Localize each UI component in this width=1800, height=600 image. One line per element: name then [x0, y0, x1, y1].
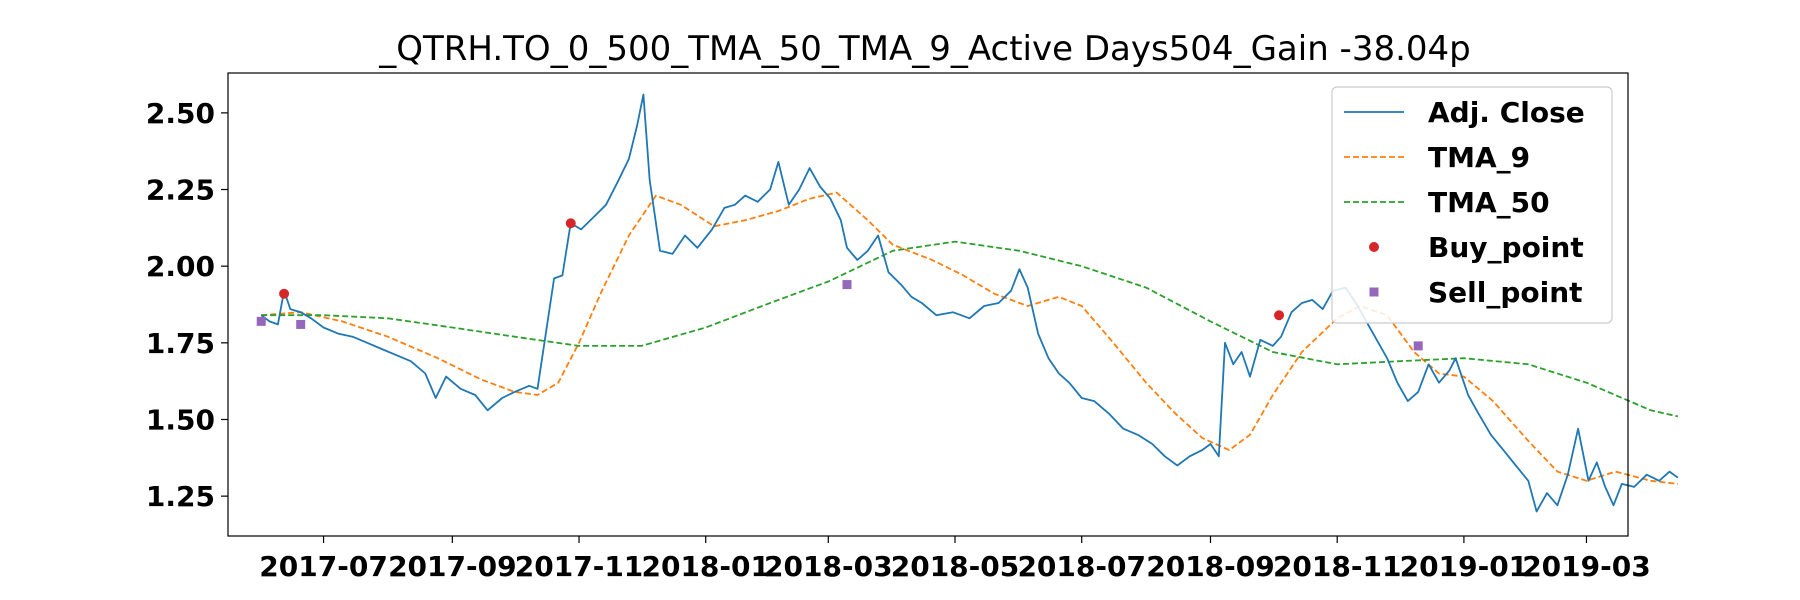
sell-point-marker [296, 319, 306, 329]
x-tick-label: 2018-11 [1273, 550, 1402, 583]
y-axis: 1.25 1.50 1.75 2.00 2.25 2.50 [146, 97, 228, 513]
series-line-tma-50 [261, 240, 1679, 418]
sell-point-marker [842, 280, 852, 290]
x-tick-label: 2018-01 [641, 550, 770, 583]
plot-frame [227, 72, 1629, 537]
legend-swatch-buy-point [1369, 242, 1379, 252]
y-tick-label: 1.75 [146, 327, 215, 360]
y-tick-label: 2.25 [146, 174, 215, 207]
x-tick-label: 2017-09 [388, 550, 517, 583]
series-line-adj-close [260, 93, 1679, 513]
legend-label-tma-9: TMA_9 [1428, 141, 1530, 174]
y-tick-label: 2.00 [146, 250, 215, 283]
series-line-tma-9 [261, 191, 1679, 485]
y-tick-label: 1.25 [146, 480, 215, 513]
legend-swatch-sell-point [1369, 287, 1379, 297]
legend-label-adj-close: Adj. Close [1428, 96, 1585, 129]
chart-title: _QTRH.TO_0_500_TMA_50_TMA_9_Active Days5… [378, 29, 1471, 69]
x-tick-label: 2018-05 [891, 550, 1020, 583]
plot-area [256, 93, 1679, 513]
x-axis: 2017-07 2017-092017-112018-012018-032018-… [259, 536, 1651, 583]
sell-point-marker [256, 316, 266, 326]
y-tick-label: 2.50 [146, 97, 215, 130]
x-tick-label: 2018-07 [1017, 550, 1146, 583]
legend: Adj. Close TMA_9 TMA_50 Buy_point Sell_point [1331, 86, 1613, 324]
buy-point-marker [565, 218, 576, 229]
sell-point-marker [1413, 341, 1423, 351]
legend-label-tma-50: TMA_50 [1428, 186, 1550, 219]
legend-label-buy-point: Buy_point [1428, 231, 1584, 264]
legend-label-sell-point: Sell_point [1428, 276, 1583, 309]
buy-point-marker [279, 288, 290, 299]
y-tick-label: 1.50 [146, 403, 215, 436]
x-tick-label: 2018-03 [764, 550, 893, 583]
x-tick-label: 2019-01 [1400, 550, 1529, 583]
buy-point-marker [1274, 310, 1285, 321]
x-tick-label: 2018-09 [1146, 550, 1275, 583]
x-tick-label: 2017-07 [259, 550, 388, 583]
x-tick-label: 2017-11 [515, 550, 644, 583]
x-tick-label: 2019-03 [1522, 550, 1651, 583]
legend-box [1331, 86, 1613, 324]
